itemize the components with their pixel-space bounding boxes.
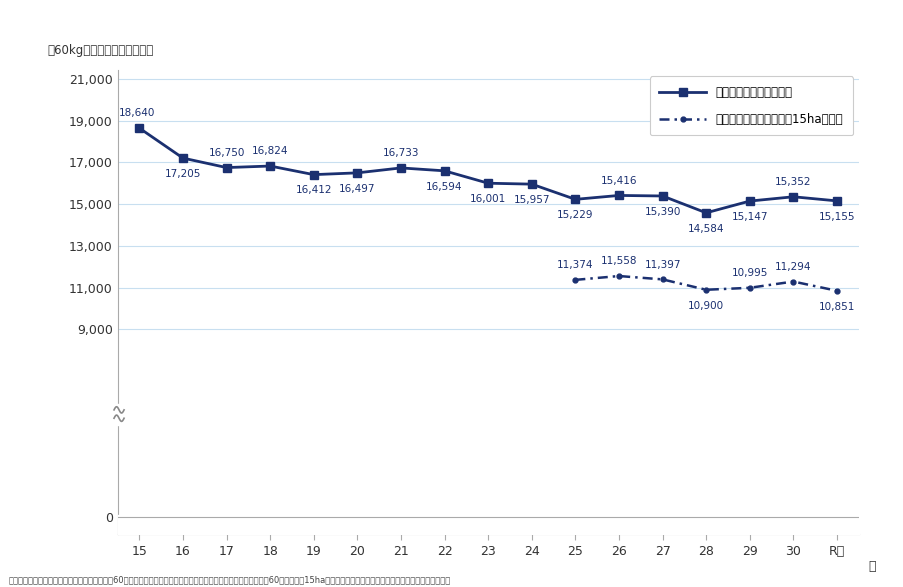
Text: 16,733: 16,733 (382, 148, 419, 158)
Text: 16,824: 16,824 (252, 146, 288, 156)
Text: 15,155: 15,155 (818, 212, 854, 222)
Text: 16,497: 16,497 (339, 184, 375, 194)
Text: 15,416: 15,416 (600, 176, 637, 185)
Text: 16,001: 16,001 (470, 194, 506, 204)
Text: 11,397: 11,397 (644, 259, 680, 269)
Text: 資料：米の生産コスト（青折れ線グラフ）は、60㎏当たりの全算入生産費、生産コスト（青折れ点線グラフ）は、60㎏当たりの15ha以上の全算入生産費（農林水産省「米: 資料：米の生産コスト（青折れ線グラフ）は、60㎏当たりの全算入生産費、生産コスト… (9, 575, 451, 584)
Text: 10,900: 10,900 (687, 301, 723, 311)
Text: 10,995: 10,995 (731, 268, 768, 278)
Text: 11,294: 11,294 (774, 262, 811, 272)
Text: 14,584: 14,584 (687, 224, 723, 234)
Text: 16,594: 16,594 (426, 181, 462, 192)
Text: （60kgあたりの生産コスト）: （60kgあたりの生産コスト） (47, 43, 154, 56)
Text: 17,205: 17,205 (164, 169, 200, 179)
Text: 15,390: 15,390 (644, 207, 680, 217)
Text: 15,229: 15,229 (556, 210, 593, 220)
Text: 11,558: 11,558 (600, 257, 637, 266)
Text: 18,640: 18,640 (118, 109, 154, 119)
Text: 15,352: 15,352 (774, 177, 811, 187)
Legend: 生産コスト（全国平均）, 生産コスト（認定農業者15ha以上）: 生産コスト（全国平均）, 生産コスト（認定農業者15ha以上） (649, 76, 852, 136)
Text: 年: 年 (868, 559, 875, 573)
Text: 11,374: 11,374 (556, 260, 593, 270)
Text: 15,147: 15,147 (731, 212, 768, 222)
Text: 10,851: 10,851 (818, 302, 854, 312)
Text: 15,957: 15,957 (513, 195, 549, 205)
Text: 16,412: 16,412 (295, 185, 331, 195)
Text: 米の生産コストの推移: 米の生産コストの推移 (389, 15, 514, 35)
Text: 16,750: 16,750 (208, 148, 245, 158)
